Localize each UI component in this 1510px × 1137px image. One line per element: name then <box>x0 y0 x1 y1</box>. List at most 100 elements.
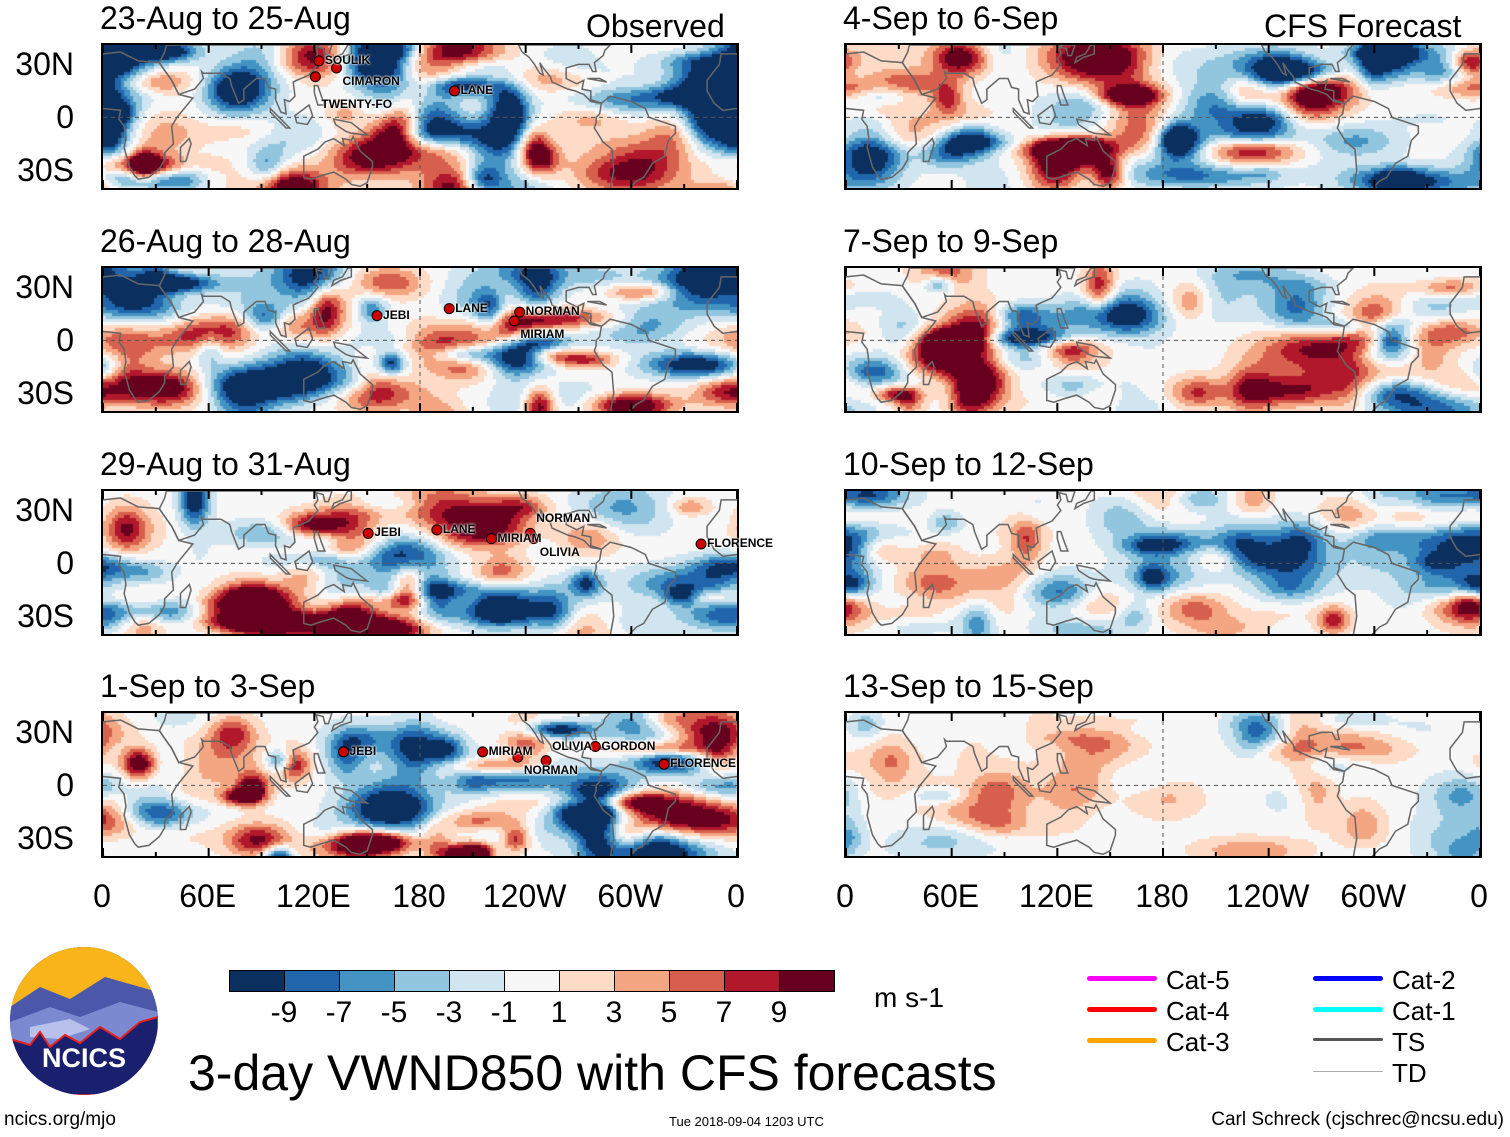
storm-marker <box>477 746 489 758</box>
coastline <box>587 300 608 306</box>
colorbar-swatch <box>779 970 835 992</box>
coastline <box>1336 541 1420 634</box>
storm-marker <box>338 746 350 758</box>
coastline <box>103 274 195 403</box>
coastline <box>901 713 1076 783</box>
coastline <box>158 45 333 115</box>
storm-label: MIRIAM <box>520 326 565 341</box>
storm-label: NORMAN <box>525 304 580 319</box>
storm-marker <box>589 741 601 753</box>
colorbar-swatch <box>449 970 505 992</box>
map-panel <box>844 711 1482 858</box>
units-label: m s-1 <box>874 982 944 1013</box>
lat-tick-label: 30S <box>17 152 74 188</box>
coastline <box>1073 713 1096 733</box>
coastline <box>1056 84 1070 106</box>
storm-marker <box>695 538 707 550</box>
storm-marker <box>512 751 524 763</box>
coastlines <box>846 713 1480 856</box>
storm-label: JEBI <box>374 525 401 540</box>
colorbar-label: 9 <box>770 996 788 1029</box>
colorbar-swatch <box>229 970 285 992</box>
colorbar-swatch <box>284 970 340 992</box>
panel-title: 1-Sep to 3-Sep <box>100 668 316 704</box>
storm-marker <box>528 533 540 545</box>
lon-tick-label: 60W <box>597 878 664 914</box>
map-panel <box>844 266 1482 413</box>
colorbar-label: 1 <box>550 996 568 1029</box>
colorbar-label: 5 <box>660 996 678 1029</box>
coastline <box>1012 774 1035 797</box>
coastline <box>587 77 608 83</box>
lat-tick-label: 30N <box>15 46 74 82</box>
coastline <box>179 583 192 609</box>
coastline <box>269 552 292 575</box>
storm-marker <box>514 306 526 318</box>
map-panel: JEBI LANE NORMAN MIRIAM <box>101 266 739 413</box>
lon-tick-label: 60E <box>179 878 237 914</box>
storm-label: LANE <box>442 521 476 536</box>
footer-link[interactable]: ncics.org/mjo <box>4 1109 116 1130</box>
storm-label: OLIVIA <box>539 544 580 559</box>
logo-text: NCICS <box>41 1043 126 1073</box>
coastlines <box>103 491 737 634</box>
storm-label: FLORENCE <box>670 756 737 771</box>
vwnd-heatmap <box>103 268 737 411</box>
storm-marker <box>371 310 383 322</box>
legend-line-cat-5 <box>1087 976 1157 981</box>
coastline <box>1336 763 1420 856</box>
storm-marker <box>508 315 520 327</box>
coastline <box>593 541 677 634</box>
coastline <box>303 803 374 856</box>
storm-marker <box>362 527 374 539</box>
coastline <box>517 268 612 327</box>
lat-tick-label: 30S <box>17 820 74 856</box>
coastline <box>179 137 192 163</box>
coastline <box>1075 564 1113 583</box>
coastline <box>313 752 327 774</box>
storm-label: FLORENCE <box>707 535 774 550</box>
colorbar-label: -7 <box>325 996 353 1029</box>
ncics-logo: NCICS <box>10 947 158 1095</box>
lat-tick-label: 0 <box>56 767 74 803</box>
coastline <box>158 268 333 338</box>
coastline <box>1260 713 1355 772</box>
coastline <box>1449 53 1480 112</box>
coastline <box>901 491 1076 561</box>
lon-tick-label: 60W <box>1340 878 1407 914</box>
coastline <box>1056 752 1070 774</box>
coastline <box>332 786 370 805</box>
coastline <box>593 95 677 188</box>
coastline <box>332 341 370 360</box>
forecast-label: CFS Forecast <box>1264 8 1462 44</box>
colorbar-label: 7 <box>715 996 733 1029</box>
colorbar-swatch <box>724 970 780 992</box>
coastline <box>706 276 737 335</box>
coastline <box>846 51 938 180</box>
legend-line-cat-2 <box>1313 976 1383 981</box>
colorbar-swatch <box>394 970 450 992</box>
lon-tick-label: 0 <box>1470 878 1488 914</box>
map-panel <box>844 489 1482 636</box>
coastline <box>706 53 737 112</box>
vwnd-heatmap <box>846 713 1480 856</box>
coastline <box>1260 45 1355 104</box>
coastline <box>1449 276 1480 335</box>
coastline <box>303 135 374 188</box>
coastline <box>1075 786 1113 805</box>
coastline <box>1330 77 1351 83</box>
coastline <box>1046 803 1117 856</box>
coastline <box>1073 45 1096 65</box>
coastline <box>1037 549 1057 572</box>
coastline <box>294 326 314 349</box>
coastline <box>846 274 938 403</box>
legend-line-ts <box>1313 1038 1383 1041</box>
storm-label: GORDON <box>601 738 656 753</box>
coastline <box>922 805 935 831</box>
coastline <box>103 51 195 180</box>
coastline <box>1012 552 1035 575</box>
vwnd-heatmap <box>846 45 1480 188</box>
colorbar-swatch <box>559 970 615 992</box>
coastline <box>269 329 292 352</box>
coastline <box>313 530 327 552</box>
